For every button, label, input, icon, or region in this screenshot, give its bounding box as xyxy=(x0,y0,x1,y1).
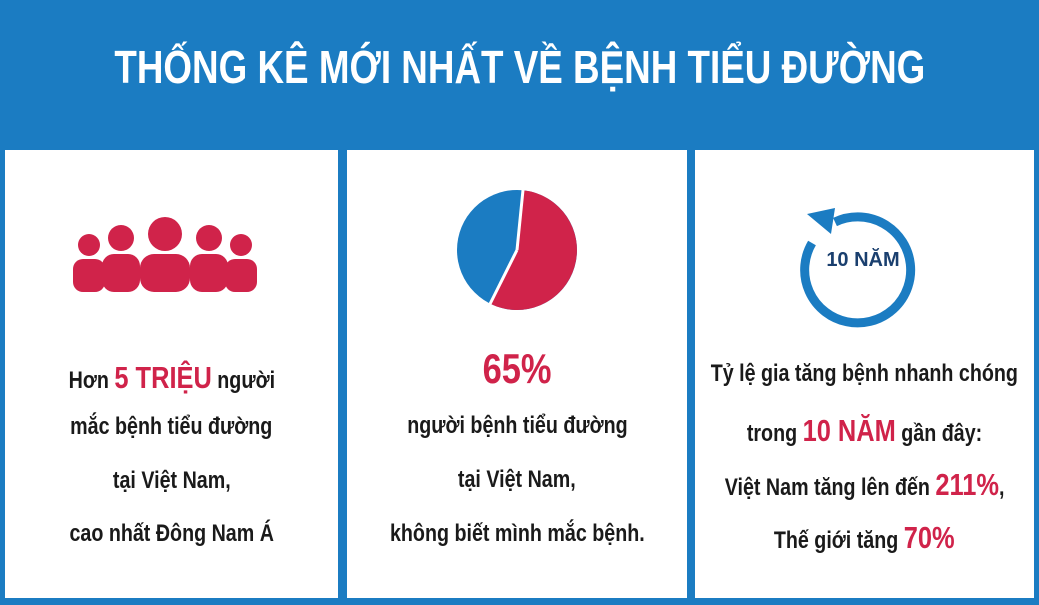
text-line: tại Việt Nam, xyxy=(5,467,338,507)
text-line: Việt Nam tăng lên đến 211%, xyxy=(695,467,1034,507)
text: cao nhất Đông Nam Á xyxy=(69,520,274,547)
people-icon xyxy=(73,217,257,292)
highlight-text: 10 NĂM xyxy=(802,413,896,448)
text: Hơn xyxy=(68,367,114,394)
line-content: người bệnh tiểu đường xyxy=(407,412,627,440)
text: Thế giới tăng xyxy=(774,527,905,554)
text: tại Việt Nam, xyxy=(458,466,576,493)
line-content: mắc bệnh tiểu đường xyxy=(70,413,272,441)
panel: 10 NĂM Tỷ lệ gia tăng bệnh nhanh chóng tr… xyxy=(695,150,1034,598)
text: Tỷ lệ gia tăng bệnh nhanh chóng xyxy=(710,360,1019,387)
text: , xyxy=(998,474,1005,501)
icon-label: 10 NĂM xyxy=(826,248,899,271)
cycle-icon: 10 NĂM xyxy=(800,208,916,328)
text-line: Hơn 5 TRIỆU người xyxy=(5,360,338,400)
text: Việt Nam tăng lên đến xyxy=(724,474,936,501)
text: gần đây: xyxy=(895,420,983,447)
big-number: 65% xyxy=(482,345,552,392)
header: THỐNG KÊ MỚI NHẤT VỀ BỆNH TIỂU ĐƯỜNG xyxy=(0,40,1039,94)
text-line: người bệnh tiểu đường xyxy=(347,412,687,452)
line-content: Tỷ lệ gia tăng bệnh nhanh chóng xyxy=(711,360,1018,388)
text: mắc bệnh tiểu đường xyxy=(70,413,273,440)
panel: Hơn 5 TRIỆU người mắc bệnh tiểu đường tại … xyxy=(5,150,338,598)
text: người xyxy=(211,367,275,394)
text: trong xyxy=(746,420,803,447)
line-content: Việt Nam tăng lên đến 211%, xyxy=(725,467,1005,503)
text-line: Tỷ lệ gia tăng bệnh nhanh chóng xyxy=(695,360,1034,400)
line-content: Hơn 5 TRIỆU người xyxy=(68,360,274,396)
text-line: không biết mình mắc bệnh. xyxy=(347,520,687,560)
text-line: tại Việt Nam, xyxy=(347,466,687,506)
line-content: Thế giới tăng 70% xyxy=(774,520,955,556)
highlight-text: 5 TRIỆU xyxy=(113,360,212,395)
text: không biết mình mắc bệnh. xyxy=(389,520,645,547)
pie-icon xyxy=(457,189,577,310)
text-line: mắc bệnh tiểu đường xyxy=(5,413,338,453)
text-line: cao nhất Đông Nam Á xyxy=(5,520,338,560)
text-line: trong 10 NĂM gần đây: xyxy=(695,413,1034,453)
highlight-text: 70% xyxy=(904,520,955,555)
line-content: không biết mình mắc bệnh. xyxy=(390,520,645,548)
big-stat: 65% xyxy=(347,345,687,393)
text-line: Thế giới tăng 70% xyxy=(695,520,1034,560)
title: THỐNG KÊ MỚI NHẤT VỀ BỆNH TIỂU ĐƯỜNG xyxy=(114,41,925,93)
panel: 65% người bệnh tiểu đường tại Việt Nam, kh… xyxy=(347,150,687,598)
line-content: cao nhất Đông Nam Á xyxy=(69,520,273,548)
text: người bệnh tiểu đường xyxy=(406,412,628,439)
highlight-text: 211% xyxy=(935,467,999,502)
line-content: trong 10 NĂM gần đây: xyxy=(747,413,982,449)
text: tại Việt Nam, xyxy=(112,467,231,494)
line-content: tại Việt Nam, xyxy=(458,466,576,494)
line-content: tại Việt Nam, xyxy=(113,467,231,495)
